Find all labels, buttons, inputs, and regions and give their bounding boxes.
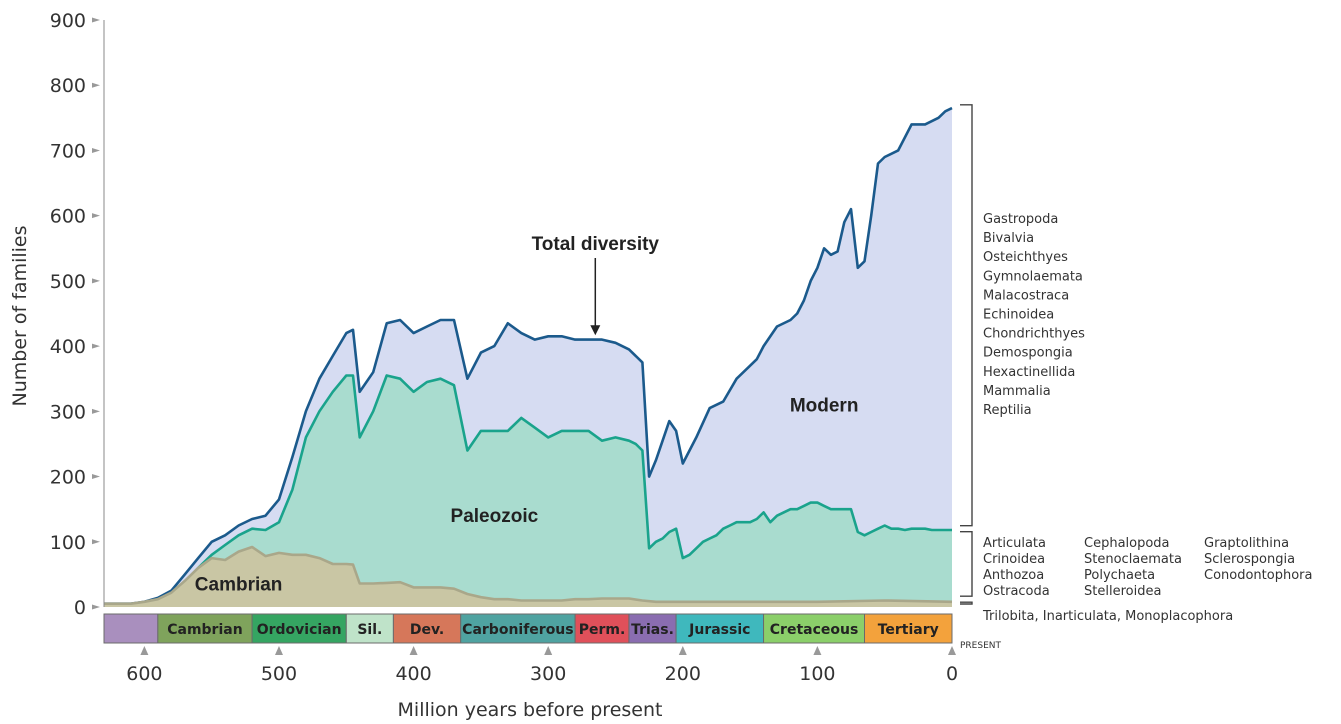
class-name: Echinoidea: [983, 308, 1054, 323]
period-cell: [157, 613, 253, 644]
period-label: Ordovician: [257, 622, 342, 638]
x-tick-label: 100: [799, 663, 835, 685]
paleozoic-area: [104, 375, 952, 607]
cambrian-line: [104, 545, 953, 605]
period-label: Cretaceous: [770, 622, 859, 638]
class-name: Trilobita, Inarticulata, Monoplacophora: [982, 609, 1233, 624]
area-layers: [104, 106, 953, 607]
class-name: Stenoclaemata: [1084, 552, 1182, 567]
class-name: Gastropoda: [983, 212, 1058, 227]
class-name: Graptolithina: [1204, 536, 1289, 551]
y-tick-label: 0: [74, 597, 86, 619]
total-diversity-arrow-head: [590, 325, 601, 336]
period-label: Cambrian: [167, 622, 242, 638]
x-tick-mark: [274, 646, 283, 655]
x-tick-mark: [140, 646, 149, 655]
x-tick-label: 0: [946, 663, 958, 685]
x-tick-label: 200: [665, 663, 701, 685]
class-name: Cephalopoda: [1084, 536, 1170, 551]
region-label: Cambrian: [195, 575, 283, 596]
period-label: Perm.: [579, 622, 626, 638]
period-cell: [460, 613, 576, 644]
x-tick-label: 600: [126, 663, 162, 685]
y-tick-label: 800: [50, 75, 86, 97]
class-name: Malacostraca: [983, 288, 1069, 303]
x-tick-label: 500: [261, 663, 297, 685]
y-tick-mark: [92, 474, 100, 480]
y-tick-mark: [92, 408, 100, 414]
period-label: Trias.: [631, 622, 674, 638]
y-axis-title: Number of families: [9, 226, 31, 407]
class-name: Chondrichthyes: [983, 327, 1085, 342]
period-label: Jurassic: [688, 622, 750, 638]
y-tick-label: 500: [50, 271, 86, 293]
y-tick-mark: [92, 17, 100, 23]
y-tick-mark: [92, 147, 100, 153]
y-tick-mark: [92, 278, 100, 284]
x-axis-title: Million years before present: [398, 699, 663, 721]
paleozoic-line: [104, 374, 952, 606]
y-tick-mark: [92, 213, 100, 219]
period-label: Dev.: [410, 622, 444, 638]
class-name: Mammalia: [983, 384, 1051, 399]
present-label: PRESENT: [960, 641, 1001, 651]
y-tick-label: 600: [50, 206, 86, 228]
period-cell: [763, 613, 866, 644]
class-name: Conodontophora: [1204, 568, 1312, 583]
class-name: Sclerospongia: [1204, 552, 1295, 567]
x-tick-mark: [544, 646, 553, 655]
region-label: Paleozoic: [451, 506, 539, 527]
period-cell: [675, 613, 765, 644]
y-tick-label: 200: [50, 467, 86, 489]
total-diversity-label: Total diversity: [532, 234, 660, 255]
y-tick-label: 100: [50, 532, 86, 554]
class-name: Articulata: [983, 536, 1046, 551]
class-name: Stelleroidea: [1084, 584, 1161, 599]
period-cell: [864, 613, 953, 644]
y-tick-label: 900: [50, 10, 86, 32]
x-tick-mark: [409, 646, 418, 655]
class-name: Ostracoda: [983, 584, 1050, 599]
period-bar: Cambrian Ordovician Sil. Dev. Carboniferous P…: [103, 613, 953, 644]
x-tick-label: 300: [530, 663, 566, 685]
paleozoic-bracket: [960, 531, 973, 597]
period-label: Carboniferous: [462, 622, 573, 638]
x-tick-label: 400: [395, 663, 431, 685]
region-label: Modern: [790, 395, 859, 416]
y-tick-mark: [92, 82, 100, 88]
y-tick-label: 700: [50, 140, 86, 162]
class-brackets: Gastropoda Bivalvia Osteichthyes Gymnolaema…: [960, 104, 1312, 624]
class-name: Bivalvia: [983, 231, 1034, 246]
period-cell: [628, 613, 677, 644]
class-name: Anthozoa: [983, 568, 1044, 583]
class-name: Osteichthyes: [983, 250, 1068, 265]
modern-bracket: [960, 104, 973, 527]
x-tick-mark: [948, 646, 956, 655]
period-cell: [574, 613, 630, 644]
period-cell: [103, 613, 159, 644]
x-tick-mark: [813, 646, 822, 655]
y-tick-label: 400: [50, 336, 86, 358]
y-tick-mark: [92, 539, 100, 545]
y-tick-mark: [92, 604, 100, 610]
class-name: Gymnolaemata: [983, 269, 1083, 284]
modern-line: [104, 106, 953, 605]
x-tick-mark: [678, 646, 687, 655]
cambrian-bracket: [960, 601, 973, 605]
period-label: Sil.: [357, 622, 382, 638]
class-name: Reptilia: [983, 403, 1032, 418]
period-cell: [345, 613, 394, 644]
class-name: Hexactinellida: [983, 365, 1075, 380]
cambrian-area: [104, 547, 952, 607]
y-tick-label: 300: [50, 401, 86, 423]
y-tick-mark: [92, 343, 100, 349]
class-name: Polychaeta: [1084, 568, 1155, 583]
axes: 0 100 200 300 400 500 600 700 800 900 600 500 400 300…: [50, 10, 958, 685]
class-name: Crinoidea: [983, 552, 1045, 567]
region-labels: Cambrian Paleozoic Modern Total diversity: [195, 234, 859, 596]
class-name: Demospongia: [983, 346, 1073, 361]
period-label: Tertiary: [878, 622, 939, 638]
